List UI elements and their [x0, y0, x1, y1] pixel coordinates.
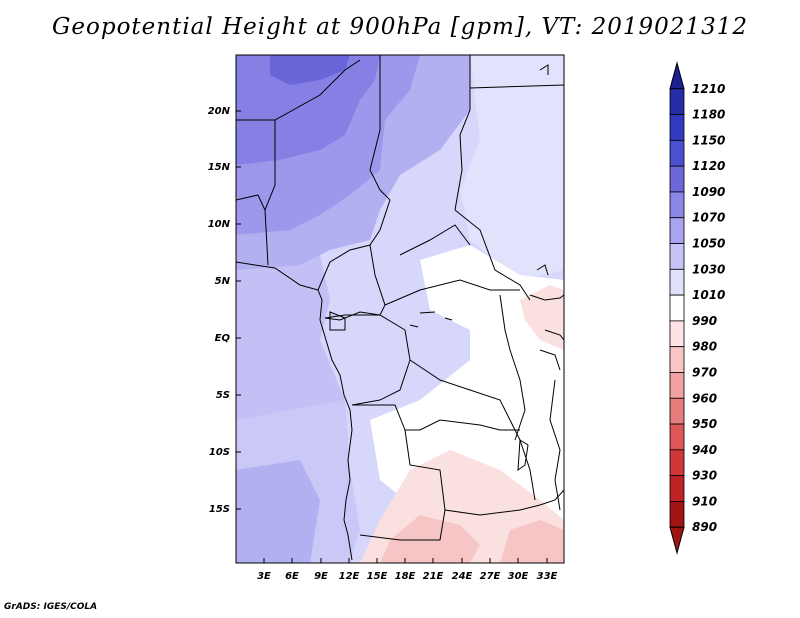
contour-1090 — [236, 55, 380, 165]
colorbar-bottom-arrow — [669, 526, 685, 555]
colorbar-swatch — [669, 294, 685, 322]
colorbar-top-arrow — [669, 61, 685, 90]
lat-label: 10N — [208, 219, 231, 230]
colorbar-label: 940 — [692, 443, 717, 457]
colorbar-swatch — [669, 88, 685, 115]
colorbar-swatch — [669, 165, 685, 193]
lat-label: 15N — [208, 162, 231, 173]
lat-label: EQ — [215, 333, 231, 344]
contour-980-east — [520, 285, 564, 350]
colorbar-swatch — [669, 423, 685, 451]
lat-label: 10S — [209, 447, 230, 458]
colorbar-label: 1210 — [692, 82, 725, 96]
contour-1050-southwest — [236, 460, 320, 563]
colorbar: 1210 1180 1150 1120 1090 1070 1050 1030 1010 990 9… — [669, 61, 725, 555]
colorbar-swatch — [669, 217, 685, 244]
colorbar-swatch — [669, 475, 685, 502]
colorbar-label: 910 — [692, 494, 717, 508]
colorbar-label: 1090 — [692, 185, 725, 199]
lon-label: 9E — [314, 571, 328, 582]
colorbar-label: 1010 — [692, 288, 725, 302]
lon-label: 15E — [367, 571, 388, 582]
colorbar-label: 1150 — [692, 133, 725, 147]
colorbar-swatch — [669, 397, 685, 425]
colorbar-swatch — [669, 372, 685, 399]
lat-label: 15S — [209, 504, 230, 515]
colorbar-label: 1070 — [692, 211, 725, 225]
lat-label: 5N — [215, 276, 231, 287]
lon-label: 27E — [480, 571, 501, 582]
map-title: Geopotential Height at 900hPa [gpm], VT:… — [52, 14, 748, 40]
colorbar-label: 1050 — [692, 237, 725, 251]
grads-credit: GrADS: IGES/COLA — [4, 602, 98, 612]
colorbar-label: 960 — [692, 391, 717, 405]
lat-label: 5S — [216, 390, 230, 401]
lon-ticks — [263, 558, 548, 563]
lat-ticks — [236, 110, 241, 510]
colorbar-swatch — [669, 114, 685, 141]
colorbar-swatch — [669, 243, 685, 270]
lon-label: 3E — [257, 571, 271, 582]
colorbar-swatch — [669, 501, 685, 528]
lon-label: 18E — [395, 571, 416, 582]
contour-1030-west — [236, 255, 345, 420]
colorbar-label: 1030 — [692, 262, 725, 276]
colorbar-label: 890 — [692, 520, 717, 534]
lon-label: 21E — [423, 571, 444, 582]
map-panel — [236, 55, 564, 563]
colorbar-swatch — [669, 449, 685, 477]
lat-axis: 20N 15N 10N 5N EQ 5S 10S 15S — [208, 106, 231, 515]
contour-1010-northeast — [460, 55, 564, 280]
lon-axis: 3E 6E 9E 12E 15E 18E 21E 24E 27E 30E 33E — [257, 571, 557, 582]
country-borders — [236, 55, 564, 561]
lat-label: 20N — [208, 106, 231, 117]
lon-label: 30E — [508, 571, 529, 582]
lon-label: 6E — [285, 571, 299, 582]
lon-label: 12E — [339, 571, 360, 582]
colorbar-label: 980 — [692, 340, 717, 354]
contour-1120 — [270, 55, 350, 85]
colorbar-label: 930 — [692, 469, 717, 483]
contour-970-southeast — [500, 520, 564, 563]
colorbar-label: 1120 — [692, 159, 725, 173]
colorbar-swatch — [669, 268, 685, 296]
colorbar-swatch — [669, 139, 685, 167]
map-frame — [235, 54, 565, 564]
colorbar-label: 950 — [692, 417, 717, 431]
colorbar-swatch — [669, 191, 685, 219]
colorbar-swatch — [669, 320, 685, 348]
lon-label: 24E — [452, 571, 473, 582]
lon-label: 33E — [537, 571, 558, 582]
colorbar-label: 990 — [692, 314, 717, 328]
contour-970-south — [380, 515, 480, 563]
colorbar-label: 1180 — [692, 108, 725, 122]
colorbar-label: 970 — [692, 365, 717, 379]
colorbar-swatch — [669, 346, 685, 373]
